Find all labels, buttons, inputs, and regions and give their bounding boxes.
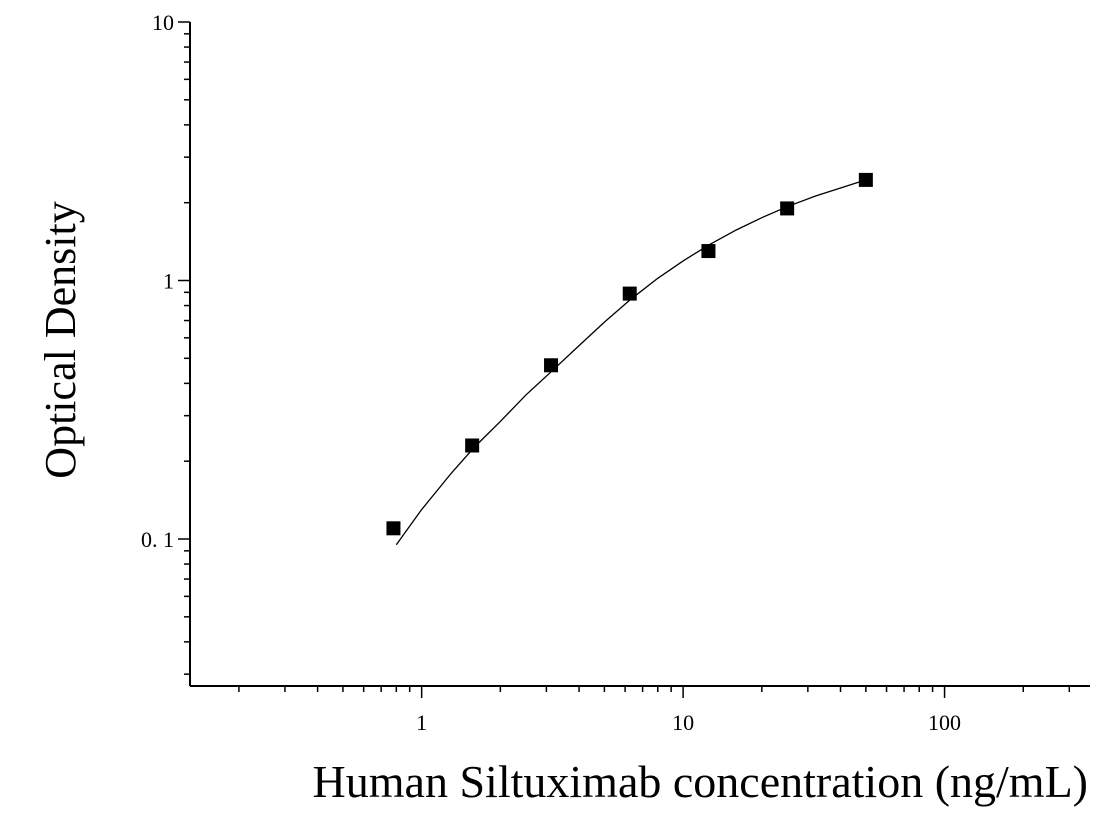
ticks-layer: 1 10 100 0. 1 1 10 <box>141 10 1071 735</box>
y-tick-label: 0. 1 <box>141 527 174 552</box>
y-axis-label: Optical Density <box>36 201 85 478</box>
data-point <box>701 244 716 259</box>
data-point <box>858 172 873 187</box>
axes-layer <box>189 22 1090 687</box>
y-tick-label: 1 <box>163 269 174 294</box>
data-point <box>780 201 795 216</box>
fit-curve-line <box>395 179 867 546</box>
y-tick-label: 10 <box>152 10 174 35</box>
points-layer <box>386 172 873 536</box>
data-point <box>465 438 480 453</box>
data-point <box>386 521 401 536</box>
curve-layer <box>395 179 867 546</box>
data-point <box>622 286 637 301</box>
data-point <box>544 358 559 373</box>
x-axis-label: Human Siltuximab concentration (ng/mL) <box>313 756 1088 807</box>
x-tick-label: 100 <box>928 710 961 735</box>
x-tick-label: 10 <box>672 710 694 735</box>
x-tick-label: 1 <box>416 710 427 735</box>
